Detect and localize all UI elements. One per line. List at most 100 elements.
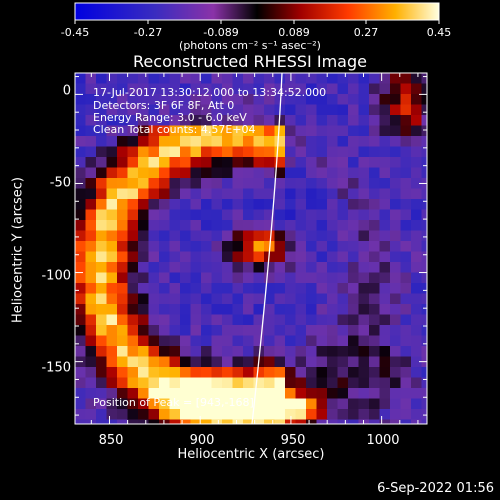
heatmap-cell bbox=[222, 104, 234, 116]
heatmap-cell bbox=[421, 398, 427, 410]
heatmap-cell bbox=[337, 104, 349, 116]
heatmap-cell bbox=[96, 335, 108, 347]
heatmap-cell bbox=[232, 409, 244, 421]
heatmap-cell bbox=[106, 377, 118, 389]
heatmap-cell bbox=[411, 157, 423, 169]
heatmap-cell bbox=[180, 409, 192, 421]
heatmap-cell bbox=[169, 188, 181, 200]
heatmap-cell bbox=[201, 83, 213, 95]
heatmap-cell bbox=[190, 262, 202, 274]
heatmap-cell bbox=[190, 220, 202, 232]
heatmap-cell bbox=[127, 115, 139, 127]
heatmap-cell bbox=[369, 241, 381, 253]
heatmap-cell bbox=[75, 262, 87, 274]
heatmap-cell bbox=[253, 73, 265, 85]
heatmap-cell bbox=[316, 293, 328, 305]
heatmap-cell bbox=[148, 146, 160, 158]
heatmap-cell bbox=[148, 293, 160, 305]
heatmap-cell bbox=[295, 367, 307, 379]
heatmap-cell bbox=[190, 83, 202, 95]
heatmap-cell bbox=[180, 367, 192, 379]
heatmap-cell bbox=[117, 104, 129, 116]
heatmap-cell bbox=[253, 94, 265, 106]
heatmap-cell bbox=[285, 188, 297, 200]
heatmap-cell bbox=[180, 398, 192, 410]
heatmap-cell bbox=[96, 314, 108, 326]
heatmap-cell bbox=[327, 178, 339, 190]
colorbar-tick-label: -0.45 bbox=[60, 26, 90, 39]
heatmap-cell bbox=[243, 419, 255, 424]
heatmap-cell bbox=[85, 157, 97, 169]
heatmap-cell bbox=[316, 377, 328, 389]
heatmap-cell bbox=[421, 115, 427, 127]
heatmap-cell bbox=[75, 304, 87, 316]
heatmap-cell bbox=[295, 377, 307, 389]
heatmap-cell bbox=[85, 304, 97, 316]
heatmap-cell bbox=[148, 419, 160, 424]
heatmap-cell bbox=[117, 157, 129, 169]
heatmap-cell bbox=[421, 325, 427, 337]
heatmap-cell bbox=[327, 146, 339, 158]
heatmap-cell bbox=[274, 220, 286, 232]
heatmap-cell bbox=[106, 283, 118, 295]
heatmap-cell bbox=[390, 335, 402, 347]
heatmap-cell bbox=[285, 335, 297, 347]
heatmap-cell bbox=[243, 104, 255, 116]
heatmap-cell bbox=[169, 293, 181, 305]
heatmap-cell bbox=[96, 115, 108, 127]
heatmap-cell bbox=[75, 146, 87, 158]
heatmap-cell bbox=[169, 73, 181, 85]
heatmap-cell bbox=[337, 314, 349, 326]
heatmap-cell bbox=[96, 293, 108, 305]
heatmap-cell bbox=[327, 104, 339, 116]
heatmap-cell bbox=[159, 199, 171, 211]
heatmap-cell bbox=[264, 409, 276, 421]
heatmap-cell bbox=[201, 209, 213, 221]
heatmap-cell bbox=[264, 346, 276, 358]
heatmap-cell bbox=[96, 167, 108, 179]
heatmap-cell bbox=[264, 356, 276, 368]
heatmap-cell bbox=[253, 83, 265, 95]
heatmap-cell bbox=[96, 367, 108, 379]
heatmap-cell bbox=[421, 262, 427, 274]
heatmap-cell bbox=[127, 73, 139, 85]
heatmap-cell bbox=[117, 283, 129, 295]
heatmap-cell bbox=[211, 377, 223, 389]
heatmap-cell bbox=[400, 409, 412, 421]
heatmap-cell bbox=[253, 335, 265, 347]
heatmap-cell bbox=[75, 230, 87, 242]
heatmap-cell bbox=[295, 409, 307, 421]
heatmap-cell bbox=[106, 251, 118, 263]
heatmap-cell bbox=[190, 304, 202, 316]
heatmap-cell bbox=[337, 335, 349, 347]
heatmap-cell bbox=[337, 283, 349, 295]
heatmap-cell bbox=[148, 367, 160, 379]
heatmap-cell bbox=[379, 157, 391, 169]
heatmap-cell bbox=[232, 346, 244, 358]
heatmap-cell bbox=[327, 304, 339, 316]
heatmap-cell bbox=[421, 209, 427, 221]
heatmap-cell bbox=[253, 136, 265, 148]
heatmap-cell bbox=[75, 73, 87, 85]
heatmap-cell bbox=[243, 125, 255, 137]
heatmap-cell bbox=[327, 241, 339, 253]
heatmap-cell bbox=[253, 241, 265, 253]
heatmap-cell bbox=[85, 241, 97, 253]
heatmap-cell bbox=[106, 94, 118, 106]
heatmap-cell bbox=[106, 272, 118, 284]
heatmap-cell bbox=[316, 283, 328, 295]
heatmap-cell bbox=[379, 377, 391, 389]
heatmap-cell bbox=[337, 188, 349, 200]
heatmap-cell bbox=[274, 73, 286, 85]
heatmap-cell bbox=[127, 262, 139, 274]
heatmap-cell bbox=[306, 262, 318, 274]
heatmap-cell bbox=[222, 377, 234, 389]
heatmap-cell bbox=[264, 115, 276, 127]
heatmap-cell bbox=[264, 272, 276, 284]
x-tick-label: 1000 bbox=[366, 433, 400, 448]
heatmap-cell bbox=[306, 83, 318, 95]
heatmap-cell bbox=[169, 157, 181, 169]
heatmap-cell bbox=[190, 178, 202, 190]
heatmap-cell bbox=[369, 94, 381, 106]
heatmap-cell bbox=[127, 335, 139, 347]
